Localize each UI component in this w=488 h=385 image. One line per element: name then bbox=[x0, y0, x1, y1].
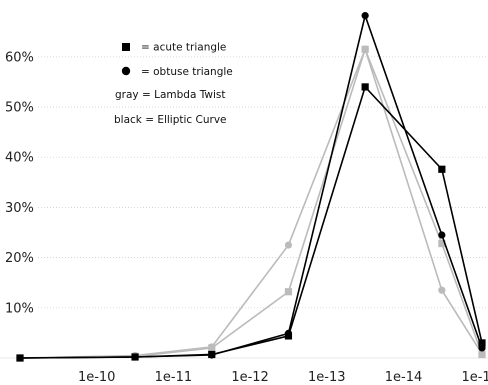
legend-entry-obtuse: = obtuse triangle bbox=[141, 66, 233, 78]
series-line bbox=[19, 12, 483, 359]
x-axis-tick-labels: 1e-10 1e-11 1e-12 1e-13 1e-14 1e-15 bbox=[78, 370, 488, 385]
y-tick-label: 20% bbox=[5, 251, 34, 266]
series-group bbox=[16, 12, 486, 362]
legend-entry-gray: gray = Lambda Twist bbox=[115, 89, 226, 101]
y-tick-label: 40% bbox=[5, 151, 34, 166]
y-tick-label: 60% bbox=[5, 50, 34, 65]
data-point-square bbox=[438, 165, 446, 173]
x-tick-label: 1e-12 bbox=[231, 370, 269, 385]
data-point-square bbox=[478, 350, 486, 359]
x-tick-label: 1e-13 bbox=[308, 370, 346, 385]
x-tick-label: 1e-11 bbox=[155, 370, 193, 385]
data-point-square bbox=[478, 339, 486, 347]
y-axis-tick-labels: 10% 20% 30% 40% 50% 60% bbox=[5, 50, 34, 316]
data-point-square bbox=[208, 344, 216, 352]
data-point-circle bbox=[284, 241, 293, 249]
series-0 bbox=[16, 45, 486, 362]
series-2 bbox=[16, 12, 486, 362]
data-point-square bbox=[361, 45, 369, 53]
data-point-circle bbox=[361, 12, 369, 20]
legend: = acute triangle = obtuse triangle gray … bbox=[114, 42, 233, 127]
data-point-square bbox=[131, 353, 139, 361]
data-point-square bbox=[208, 350, 216, 359]
legend-entry-acute: = acute triangle bbox=[141, 42, 226, 54]
series-line bbox=[19, 46, 483, 359]
data-point-square bbox=[438, 239, 446, 248]
series-line bbox=[19, 46, 483, 359]
y-tick-label: 10% bbox=[5, 301, 34, 316]
series-3 bbox=[16, 83, 486, 362]
series-1 bbox=[16, 45, 486, 362]
y-tick-label: 50% bbox=[5, 101, 34, 116]
x-tick-label: 1e-10 bbox=[78, 370, 116, 385]
legend-square-marker-icon bbox=[122, 43, 130, 51]
x-tick-label: 1e-14 bbox=[385, 370, 423, 385]
data-point-circle bbox=[438, 286, 446, 294]
data-point-circle bbox=[438, 231, 446, 239]
data-point-square bbox=[16, 354, 24, 362]
series-line bbox=[19, 85, 483, 359]
x-tick-label: 1e-15 bbox=[461, 370, 488, 385]
y-tick-label: 30% bbox=[5, 201, 34, 216]
data-point-square bbox=[361, 83, 369, 91]
legend-circle-marker-icon bbox=[121, 66, 131, 76]
data-point-square bbox=[284, 332, 293, 340]
data-point-square bbox=[284, 288, 293, 296]
legend-entry-black: black = Elliptic Curve bbox=[114, 114, 227, 126]
